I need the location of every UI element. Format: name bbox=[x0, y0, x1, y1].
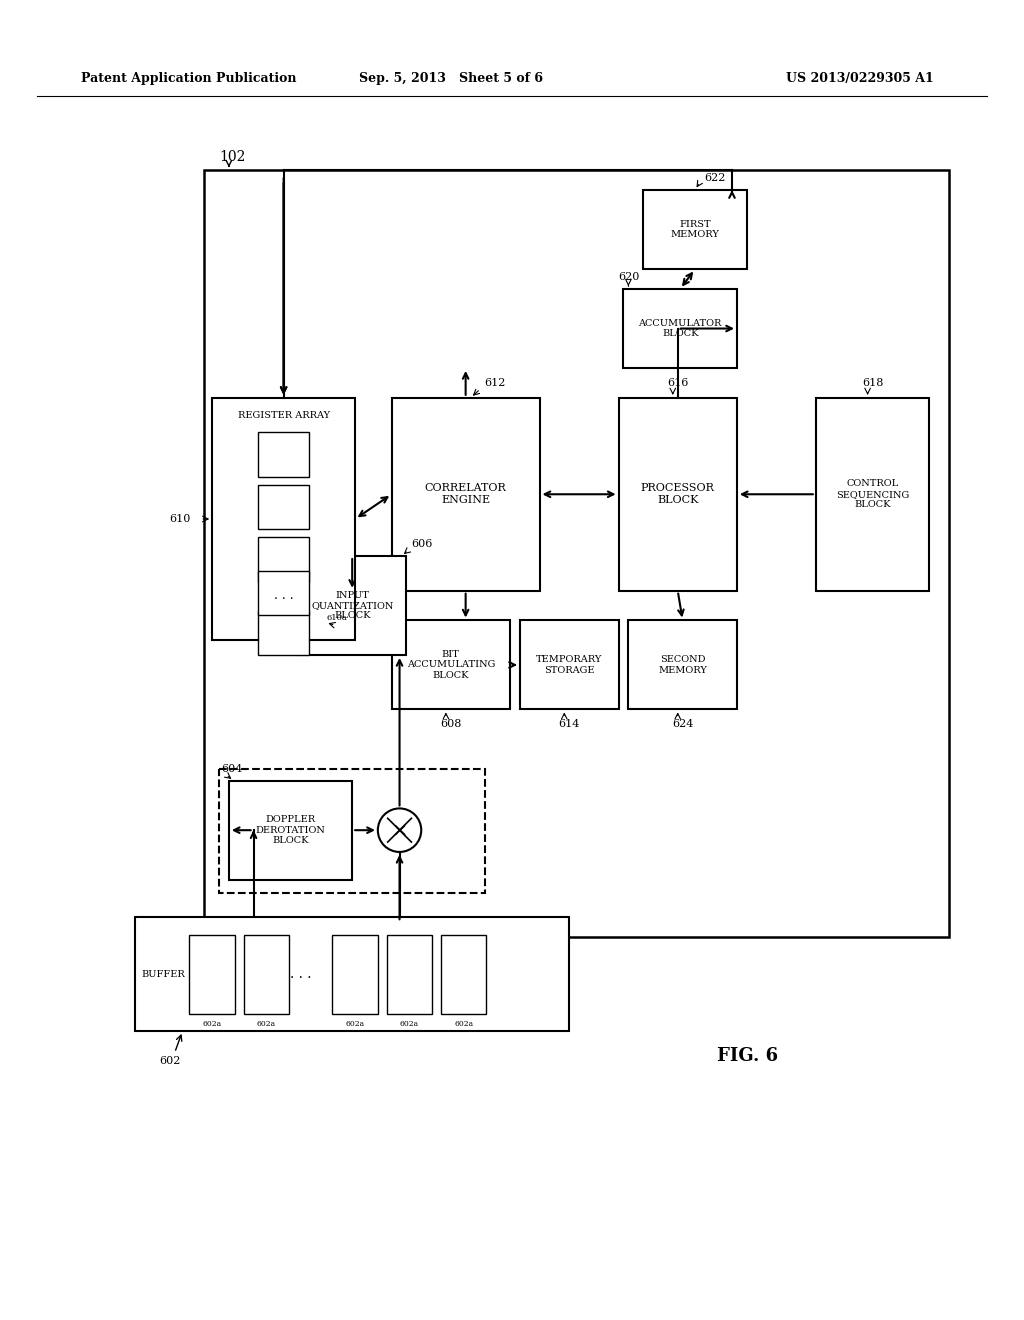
Bar bbox=[258, 484, 309, 529]
Bar bbox=[189, 935, 234, 1014]
Bar bbox=[333, 935, 378, 1014]
Bar bbox=[258, 433, 309, 477]
Text: 604: 604 bbox=[221, 764, 243, 774]
Text: 102: 102 bbox=[219, 150, 246, 165]
Bar bbox=[520, 620, 618, 709]
Bar bbox=[258, 611, 309, 655]
Text: 624: 624 bbox=[672, 719, 693, 730]
Bar bbox=[624, 289, 737, 368]
Text: 602a: 602a bbox=[203, 1019, 221, 1028]
Bar bbox=[135, 917, 569, 1031]
Bar bbox=[441, 935, 486, 1014]
Text: ×: × bbox=[391, 821, 408, 840]
Text: PROCESSOR
BLOCK: PROCESSOR BLOCK bbox=[641, 483, 715, 506]
Text: REGISTER ARRAY: REGISTER ARRAY bbox=[238, 411, 330, 420]
Bar bbox=[629, 620, 737, 709]
Text: 614: 614 bbox=[558, 719, 580, 730]
Bar bbox=[258, 537, 309, 582]
Text: INPUT
QUANTIZATION
BLOCK: INPUT QUANTIZATION BLOCK bbox=[311, 590, 393, 620]
Text: FIG. 6: FIG. 6 bbox=[717, 1047, 778, 1065]
Text: 612: 612 bbox=[484, 378, 506, 388]
Text: Sep. 5, 2013   Sheet 5 of 6: Sep. 5, 2013 Sheet 5 of 6 bbox=[358, 71, 543, 84]
Text: 622: 622 bbox=[705, 173, 725, 183]
Text: BUFFER: BUFFER bbox=[141, 970, 184, 978]
Text: . . .: . . . bbox=[290, 968, 311, 981]
Bar bbox=[298, 556, 407, 655]
Text: US 2013/0229305 A1: US 2013/0229305 A1 bbox=[786, 71, 934, 84]
Text: 608: 608 bbox=[440, 719, 462, 730]
Text: 610: 610 bbox=[169, 513, 190, 524]
Text: 606: 606 bbox=[412, 540, 433, 549]
Bar bbox=[643, 190, 746, 269]
Bar bbox=[618, 397, 737, 591]
Text: SECOND
MEMORY: SECOND MEMORY bbox=[658, 655, 708, 675]
Text: . . .: . . . bbox=[273, 589, 294, 602]
Text: TEMPORARY
STORAGE: TEMPORARY STORAGE bbox=[536, 655, 602, 675]
Bar bbox=[212, 397, 355, 640]
Bar bbox=[391, 397, 540, 591]
Bar bbox=[387, 935, 432, 1014]
Text: 602a: 602a bbox=[257, 1019, 275, 1028]
Bar bbox=[244, 935, 289, 1014]
Bar bbox=[816, 397, 929, 591]
Text: 602: 602 bbox=[159, 1056, 180, 1065]
Circle shape bbox=[378, 808, 421, 851]
Text: 602a: 602a bbox=[454, 1019, 473, 1028]
Bar bbox=[229, 780, 352, 879]
Text: FIRST
MEMORY: FIRST MEMORY bbox=[671, 220, 720, 239]
Text: 616: 616 bbox=[667, 378, 688, 388]
Text: ACCUMULATOR
BLOCK: ACCUMULATOR BLOCK bbox=[639, 319, 722, 338]
Bar bbox=[391, 620, 510, 709]
Text: 620: 620 bbox=[618, 272, 640, 282]
Bar bbox=[219, 768, 485, 892]
Text: 602a: 602a bbox=[345, 1019, 365, 1028]
Text: 602a: 602a bbox=[399, 1019, 419, 1028]
Text: DOPPLER
DEROTATION
BLOCK: DOPPLER DEROTATION BLOCK bbox=[256, 816, 326, 845]
Bar bbox=[258, 572, 309, 615]
Text: CONTROL
SEQUENCING
BLOCK: CONTROL SEQUENCING BLOCK bbox=[836, 479, 909, 510]
Text: BIT
ACCUMULATING
BLOCK: BIT ACCUMULATING BLOCK bbox=[407, 649, 495, 680]
Bar bbox=[204, 170, 949, 937]
Text: 618: 618 bbox=[862, 378, 884, 388]
Text: CORRELATOR
ENGINE: CORRELATOR ENGINE bbox=[425, 483, 507, 506]
Text: 610a: 610a bbox=[327, 614, 347, 623]
Text: Patent Application Publication: Patent Application Publication bbox=[81, 71, 296, 84]
